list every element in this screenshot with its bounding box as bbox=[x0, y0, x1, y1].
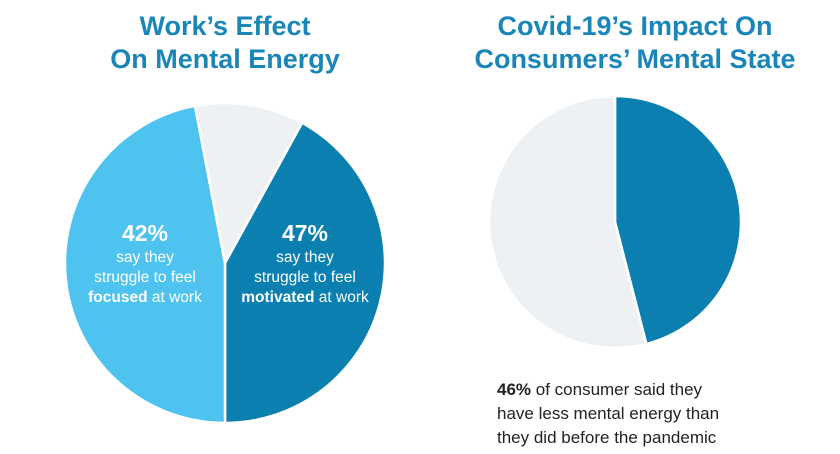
chart1-title-line2: On Mental Energy bbox=[110, 44, 340, 74]
work-slice-2 bbox=[193, 101, 304, 267]
motivated-line1: say they bbox=[276, 249, 334, 266]
caption-line3: they did before the pandemic bbox=[497, 428, 717, 447]
chart2-title-line1: Covid-19’s Impact On bbox=[497, 11, 773, 41]
covid-slice-1 bbox=[487, 94, 648, 350]
caption-percent: 46% bbox=[497, 380, 532, 399]
covid-caption: 46% of consumer said they have less ment… bbox=[497, 378, 797, 450]
pie-chart-covid bbox=[487, 94, 743, 350]
caption-line1: of consumer said they bbox=[531, 380, 703, 399]
motivated-percent: 47% bbox=[281, 220, 329, 246]
chart1-title: Work’s Effect On Mental Energy bbox=[60, 10, 390, 76]
motivated-slice-label: 47% say they struggle to feel motivated … bbox=[220, 218, 390, 308]
focused-line1: say they bbox=[116, 249, 174, 266]
work-slice-1 bbox=[63, 104, 227, 425]
focused-bold: focused bbox=[88, 289, 148, 306]
motivated-bold: motivated bbox=[241, 289, 315, 306]
focused-slice-label: 42% say they struggle to feel focused at… bbox=[60, 218, 230, 308]
chart1-title-line1: Work’s Effect bbox=[139, 11, 311, 41]
focused-percent: 42% bbox=[121, 220, 169, 246]
motivated-line2: struggle to feel bbox=[254, 269, 356, 286]
motivated-rest: at work bbox=[314, 289, 369, 306]
focused-rest: at work bbox=[147, 289, 202, 306]
chart2-title-line2: Consumers’ Mental State bbox=[474, 44, 796, 74]
chart2-title: Covid-19’s Impact On Consumers’ Mental S… bbox=[455, 10, 815, 76]
pie-chart-work bbox=[63, 101, 387, 425]
covid-slice-0 bbox=[613, 94, 743, 346]
caption-line2: have less mental energy than bbox=[497, 404, 720, 423]
work-slice-0 bbox=[223, 121, 387, 425]
focused-line2: struggle to feel bbox=[94, 269, 196, 286]
